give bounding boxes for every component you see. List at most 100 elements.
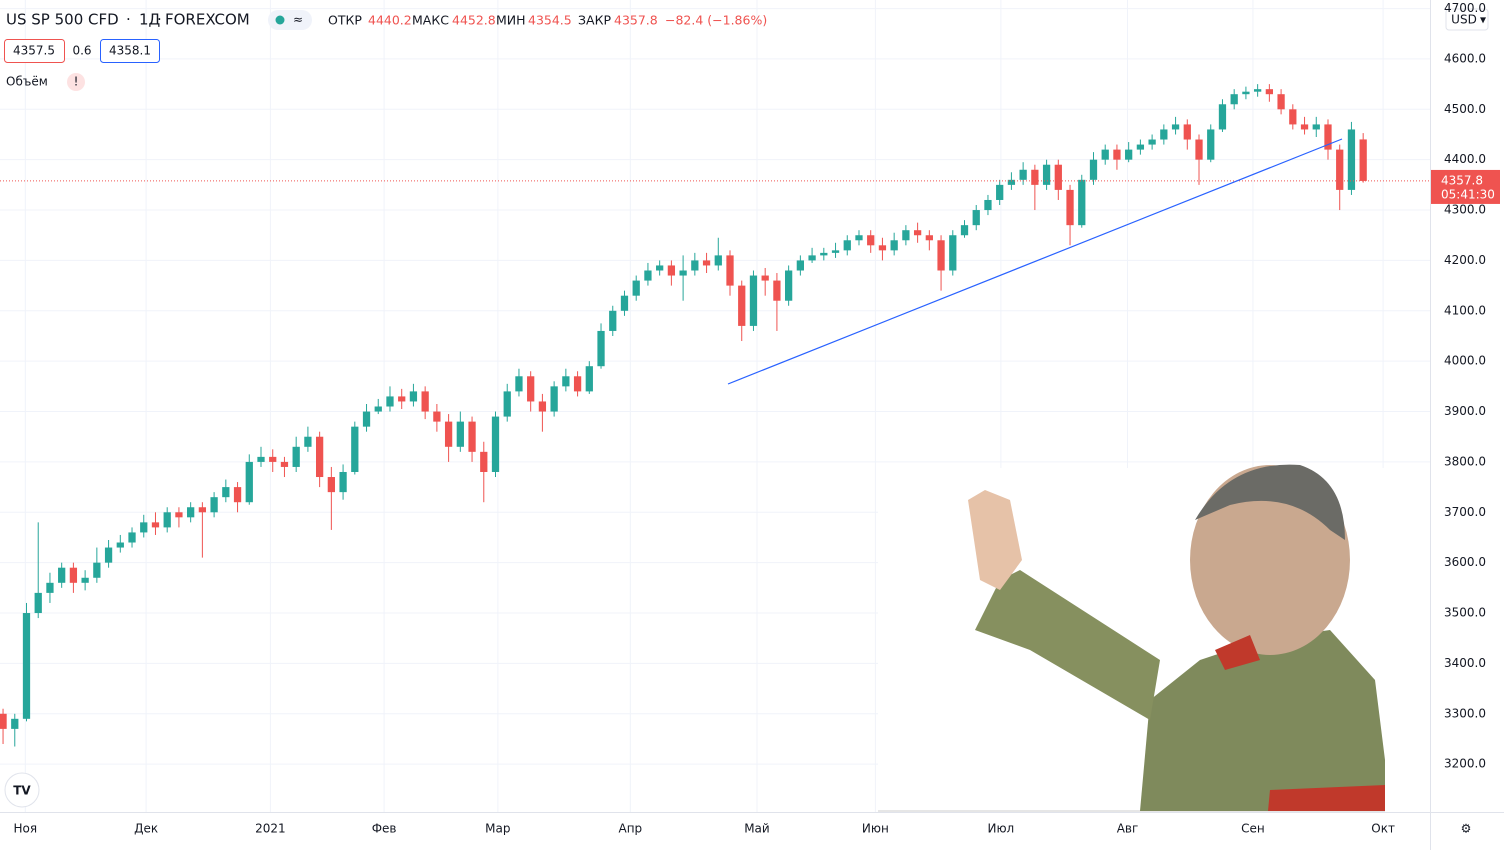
candle-body — [538, 401, 547, 412]
dropdown-arrow: ▾ — [1480, 13, 1486, 27]
status-icon: ≈ — [293, 13, 303, 27]
candle-body — [1160, 129, 1168, 140]
candle-body — [151, 522, 160, 528]
candle-body — [315, 436, 324, 478]
candle-body — [1289, 109, 1297, 125]
tv-logo[interactable]: TV — [4, 772, 40, 808]
candle-body — [1136, 144, 1145, 150]
candle-body — [667, 265, 676, 276]
x-tick-label: Окт — [1371, 822, 1395, 836]
candle-body — [1207, 129, 1215, 160]
warning-icon: ! — [74, 75, 79, 89]
ask[interactable]: 4358.1 — [109, 44, 151, 58]
candle-body — [163, 512, 171, 528]
y-tick-label: 3400.0 — [1444, 656, 1486, 670]
bid[interactable]: 4357.5 — [13, 44, 55, 58]
settings-icon[interactable]: ⚙ — [1461, 822, 1472, 836]
candle-body — [726, 255, 734, 286]
grid — [0, 0, 1430, 812]
candle-body — [831, 250, 840, 253]
candle-body — [867, 235, 875, 246]
candle-body — [175, 512, 183, 518]
candle-body — [257, 456, 265, 462]
candle-body — [972, 210, 980, 226]
symbol: US SP 500 CFD — [6, 11, 119, 29]
candle-body — [421, 391, 429, 412]
candle-body — [69, 567, 78, 583]
ohlc-label: ОТКР — [328, 13, 362, 28]
candle-body — [656, 265, 664, 271]
candle-body — [1089, 159, 1098, 180]
candle-body — [398, 396, 406, 402]
candle-body — [233, 487, 242, 503]
candle-body — [1277, 94, 1285, 110]
separator: · — [126, 11, 131, 29]
candle-body — [362, 411, 371, 427]
candle-body — [796, 260, 804, 271]
y-tick-label: 4500.0 — [1444, 102, 1486, 116]
ohlc-value: 4452.8 — [452, 13, 496, 28]
candle-body — [1195, 139, 1203, 160]
buy-button[interactable] — [100, 39, 160, 63]
candle-body — [609, 310, 617, 331]
y-tick-label: 4100.0 — [1444, 303, 1486, 317]
candle-body — [550, 386, 558, 412]
separator: · — [157, 11, 162, 29]
candle-body — [444, 421, 453, 447]
candle-body — [198, 507, 207, 513]
candle-body — [327, 477, 335, 493]
candle-body — [644, 270, 652, 281]
warning-badge[interactable] — [67, 73, 85, 91]
candle-body — [1054, 164, 1062, 190]
y-tick-label: 4300.0 — [1444, 203, 1486, 217]
sell-button[interactable] — [4, 39, 65, 63]
candle-body — [632, 280, 640, 296]
x-tick-label: Авг — [1117, 822, 1139, 836]
candle-body — [949, 235, 957, 271]
candle-body — [890, 240, 898, 251]
candle-body — [1078, 179, 1086, 226]
candle-body — [34, 592, 42, 614]
candle-body — [843, 240, 851, 251]
candle-body — [11, 718, 19, 729]
candle-body — [245, 461, 253, 503]
x-tick-label: Апр — [619, 822, 643, 836]
candle-body — [913, 230, 922, 236]
candle-body — [128, 532, 136, 543]
volume-label[interactable]: Объём — [6, 75, 48, 89]
ohlc-label: МАКС — [412, 13, 449, 28]
ohlc-label: ЗАКР — [578, 13, 611, 28]
candle-body — [46, 582, 54, 593]
y-tick-label: 4400.0 — [1444, 152, 1486, 166]
candle-body — [738, 285, 746, 326]
candle-body — [1312, 124, 1320, 130]
candle-body — [58, 567, 66, 583]
status-badge[interactable] — [268, 10, 312, 30]
currency[interactable]: USD — [1451, 13, 1477, 27]
candle-body — [1125, 149, 1133, 160]
x-tick-label: Ноя — [14, 822, 38, 836]
y-tick-label: 3200.0 — [1444, 757, 1486, 771]
candle-body — [386, 396, 394, 407]
y-tick-label: 4200.0 — [1444, 253, 1486, 267]
x-tick-label: Фев — [372, 822, 397, 836]
candle-body — [996, 184, 1004, 200]
y-tick-label: 3700.0 — [1444, 505, 1486, 519]
candle-body — [222, 487, 230, 498]
countdown: 05:41:30 — [1441, 187, 1495, 201]
candle-body — [351, 426, 359, 472]
candle-body — [187, 507, 195, 518]
y-tick-label: 4700.0 — [1444, 1, 1486, 15]
candle-body — [104, 547, 113, 563]
candle-body — [1148, 139, 1156, 145]
candle-body — [1101, 149, 1109, 160]
y-tick-label: 4000.0 — [1444, 354, 1486, 368]
currency-button[interactable] — [1445, 8, 1489, 31]
candle-body — [878, 245, 887, 251]
x-tick-label: Дек — [134, 822, 158, 836]
interval[interactable]: 1Д — [139, 11, 160, 29]
ohlc-value: 4354.5 — [528, 13, 572, 28]
candle-body — [140, 522, 148, 533]
candle-body — [714, 255, 722, 266]
candle-body — [984, 199, 992, 211]
